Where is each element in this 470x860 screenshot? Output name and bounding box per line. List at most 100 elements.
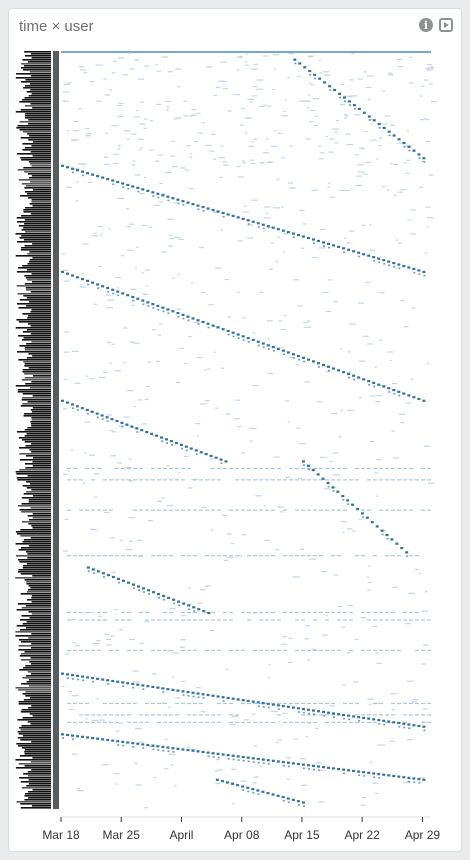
heatmap-cell	[347, 371, 352, 373]
heatmap-cell	[362, 771, 366, 774]
heatmap-cell	[291, 762, 295, 765]
y-tick-label	[20, 249, 51, 251]
heatmap-cell	[391, 709, 396, 711]
heatmap-cell	[361, 721, 365, 724]
heatmap-cell	[392, 721, 396, 724]
y-tick-label	[30, 333, 51, 335]
heatmap-cell	[354, 114, 360, 116]
heatmap-cell	[368, 581, 372, 583]
y-tick-label	[29, 71, 51, 73]
heatmap-cell	[323, 71, 329, 73]
heatmap-cell	[340, 410, 343, 412]
heatmap-cell	[345, 133, 351, 135]
heatmap-cell	[165, 438, 169, 441]
heatmap-cell	[66, 272, 70, 275]
heatmap-cell	[106, 420, 109, 422]
heatmap-cell	[406, 781, 410, 783]
heatmap-cell	[213, 351, 217, 353]
heatmap-cell	[116, 740, 120, 743]
y-tick-label	[24, 223, 51, 225]
heatmap-cell	[211, 555, 215, 557]
heatmap-cell	[351, 530, 356, 532]
y-tick-label	[24, 751, 51, 753]
heatmap-cell	[324, 365, 328, 368]
heatmap-cell	[331, 412, 338, 415]
y-tick-label	[23, 667, 51, 669]
heatmap-cell	[217, 756, 220, 759]
heatmap-cell	[131, 295, 135, 299]
heatmap-cell	[115, 721, 119, 724]
heatmap-cell	[157, 592, 161, 596]
heatmap-cell	[309, 558, 317, 560]
y-tick-label	[17, 351, 51, 353]
heatmap-cell	[189, 156, 192, 159]
heatmap-cell	[398, 725, 401, 728]
heatmap-cell	[287, 76, 290, 79]
y-tick-label	[29, 387, 51, 389]
heatmap-cell	[349, 479, 353, 481]
heatmap-cell	[386, 189, 390, 191]
heatmap-cell	[172, 598, 176, 601]
heatmap-cell	[283, 509, 287, 511]
heatmap-cell	[286, 797, 290, 800]
y-tick-label	[30, 213, 51, 215]
y-tick-label	[21, 159, 51, 161]
y-tick-label	[16, 319, 51, 321]
heatmap-cell	[176, 117, 182, 119]
y-tick-label	[30, 507, 51, 509]
heatmap-cell	[241, 649, 245, 652]
heatmap-cell	[157, 500, 162, 502]
heatmap-cell	[151, 744, 155, 747]
heatmap-cell	[415, 611, 419, 614]
y-axis-brush-bar[interactable]	[53, 51, 59, 809]
heatmap-cell	[91, 719, 99, 722]
y-tick-label	[31, 443, 51, 445]
heatmap-cell	[126, 207, 129, 210]
play-icon[interactable]	[439, 18, 453, 32]
heatmap-cell	[296, 800, 300, 803]
info-icon[interactable]: i	[419, 18, 433, 32]
heatmap-cell	[407, 145, 411, 148]
heatmap-cell	[423, 79, 429, 81]
heatmap-cell	[138, 741, 144, 743]
heatmap-cell	[231, 768, 237, 770]
heatmap-cell	[166, 442, 169, 444]
heatmap-cell	[106, 177, 110, 181]
heatmap-cell	[367, 75, 374, 77]
heatmap-cell	[224, 460, 228, 463]
heatmap-cell	[347, 769, 351, 772]
heatmap-cell	[175, 619, 179, 621]
y-tick-label	[32, 527, 51, 529]
y-tick-label	[30, 647, 51, 649]
heatmap-cell	[297, 75, 301, 77]
y-tick-label	[18, 437, 51, 439]
heatmap-cell	[249, 101, 254, 103]
heatmap-cell	[103, 555, 107, 557]
heatmap-cell	[129, 341, 135, 343]
heatmap-cell	[126, 581, 130, 584]
heatmap-cell	[337, 721, 341, 724]
heatmap-cell	[115, 730, 120, 732]
heatmap-cell	[280, 328, 287, 330]
heatmap-cell	[97, 509, 101, 511]
heatmap-cell	[132, 746, 135, 748]
heatmap-cell	[281, 206, 284, 208]
heatmap-cell	[205, 509, 209, 511]
heatmap-cell	[95, 64, 103, 66]
y-tick-label	[15, 767, 52, 769]
heatmap-cell	[183, 115, 188, 117]
y-tick-label	[16, 127, 51, 129]
y-tick-label	[16, 73, 51, 75]
heatmap-cell	[151, 555, 155, 557]
heatmap-cell	[193, 479, 197, 481]
y-tick-label	[15, 635, 51, 637]
heatmap-cell	[393, 163, 399, 166]
heatmap-cell	[337, 245, 341, 248]
heatmap-cell	[193, 649, 197, 652]
heatmap-cell	[287, 801, 290, 804]
heatmap-cell	[379, 122, 383, 124]
heatmap-cell	[247, 98, 255, 100]
heatmap-cell	[223, 611, 227, 614]
heatmap-cell	[264, 539, 270, 541]
heatmap-cell	[107, 683, 110, 685]
